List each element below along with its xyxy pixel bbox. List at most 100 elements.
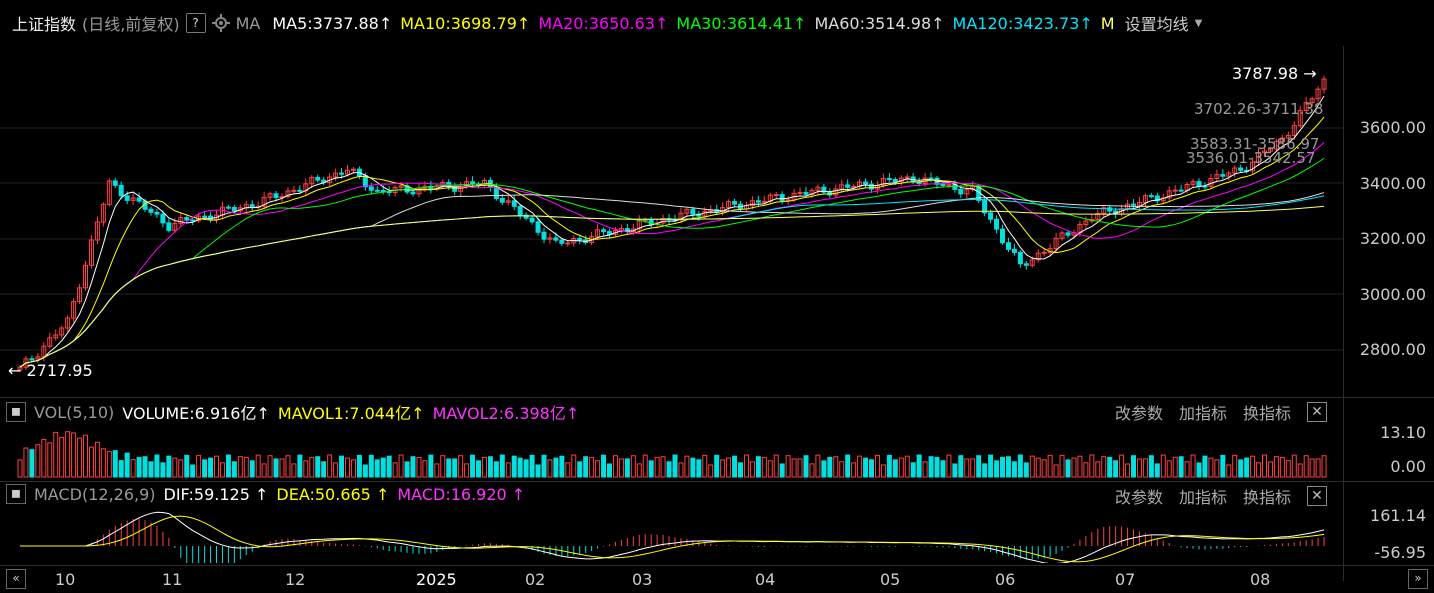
ma-settings-button[interactable]: 设置均线 — [1124, 15, 1189, 34]
help-icon[interactable]: ? — [185, 13, 206, 33]
candle — [470, 181, 476, 185]
volume-bar — [749, 461, 755, 478]
candle — [690, 208, 696, 215]
volume-chart[interactable] — [0, 425, 1344, 480]
ma-value-4: MA60:3514.98↑ — [814, 13, 945, 33]
candle — [130, 197, 136, 201]
candle — [535, 221, 541, 233]
candle — [833, 188, 839, 196]
candle — [523, 214, 529, 219]
volume-bar — [559, 455, 565, 478]
index-name[interactable]: 上证指数 — [12, 15, 77, 34]
volume-bar — [636, 463, 642, 478]
candle — [982, 199, 988, 214]
volume-bar — [1023, 462, 1029, 478]
candle — [53, 334, 59, 339]
high-price-label: 3787.98 → — [1232, 64, 1317, 83]
ma-line — [19, 95, 1325, 368]
volume-bar — [1279, 456, 1285, 478]
scroll-right-button[interactable]: » — [1408, 569, 1428, 589]
volume-header: ◼ VOL(5,10) VOLUME:6.916亿↑ MAVOL1:7.044亿… — [6, 400, 579, 424]
chart-mode[interactable]: (日线,前复权) — [82, 15, 180, 34]
volume-bar — [666, 461, 672, 478]
candle — [511, 200, 517, 207]
add-indicator-button[interactable]: 加指标 — [1179, 404, 1228, 423]
candle — [1309, 98, 1315, 104]
change-params-button[interactable]: 改参数 — [1115, 404, 1164, 423]
switch-indicator-button[interactable]: 换指标 — [1243, 404, 1292, 423]
scroll-left-button[interactable]: « — [6, 569, 26, 589]
gear-icon[interactable] — [211, 14, 230, 32]
candle — [946, 183, 952, 187]
candle — [886, 178, 892, 181]
candle — [333, 172, 339, 178]
candle — [1101, 207, 1107, 215]
volume-bar — [458, 455, 464, 478]
candle — [368, 186, 374, 191]
volume-bar — [1309, 458, 1315, 478]
candle — [988, 212, 994, 220]
volume-bar — [392, 462, 398, 478]
volume-bar — [261, 463, 267, 478]
volume-bar — [714, 454, 720, 478]
volume-bar — [1077, 455, 1083, 478]
volume-bar — [476, 460, 481, 478]
volume-bar — [356, 454, 362, 478]
volume-bar — [219, 462, 225, 478]
volume-bar — [1071, 457, 1077, 478]
candle — [172, 222, 178, 231]
candle — [214, 214, 219, 220]
volume-bar — [184, 454, 190, 478]
candle — [112, 180, 118, 186]
volume-bar — [976, 455, 982, 478]
collapse-macd-button[interactable]: ◼ — [6, 484, 26, 504]
candle — [148, 208, 154, 213]
candle — [481, 179, 487, 186]
overlap-label-2: 3583.31-3586.97 — [1190, 135, 1320, 153]
macd-chart[interactable] — [0, 508, 1344, 563]
add-indicator-button[interactable]: 加指标 — [1179, 488, 1228, 507]
switch-indicator-button[interactable]: 换指标 — [1243, 488, 1292, 507]
volume-bar — [898, 457, 904, 478]
volume-bar — [589, 456, 595, 478]
candle — [1279, 137, 1285, 142]
volume-bar — [743, 454, 749, 478]
close-icon[interactable]: ✕ — [1307, 402, 1328, 422]
candle — [1148, 195, 1154, 198]
time-axis-label: 05 — [880, 570, 901, 589]
volume-bar — [291, 463, 297, 478]
volume-bar — [511, 455, 517, 478]
volume-bar — [1220, 454, 1226, 478]
volume-bar — [726, 457, 732, 478]
volume-actions: 改参数 加指标 换指标 ✕ — [1115, 400, 1328, 424]
collapse-volume-button[interactable]: ◼ — [6, 402, 26, 422]
candlestick-chart[interactable] — [0, 46, 1344, 396]
ma-value-3: MA30:3614.41↑ — [676, 13, 807, 33]
volume-bar — [1208, 457, 1214, 478]
volume-bar — [368, 454, 374, 478]
change-params-button[interactable]: 改参数 — [1115, 488, 1164, 507]
candle — [1172, 189, 1178, 192]
time-axis-label: 04 — [755, 570, 776, 589]
volume-bar — [1089, 454, 1095, 478]
volume-bar — [315, 456, 321, 478]
volume-bar — [642, 454, 648, 478]
candle — [118, 184, 124, 197]
volume-bar — [77, 437, 83, 478]
volume-bar — [922, 461, 928, 478]
volume-bar — [65, 431, 71, 478]
candle — [815, 186, 821, 191]
candle — [261, 196, 267, 207]
candle — [755, 200, 761, 203]
dea-value: DEA:50.665 ↑ — [276, 484, 390, 504]
candle — [83, 264, 88, 289]
volume-bar — [106, 451, 112, 478]
candle — [529, 217, 535, 223]
candle — [350, 168, 356, 171]
volume-bar — [1262, 454, 1267, 478]
chevron-down-icon[interactable]: ▼ — [1194, 17, 1203, 29]
close-icon[interactable]: ✕ — [1307, 486, 1328, 506]
volume-bar — [148, 461, 154, 478]
volume-bar — [29, 449, 35, 478]
candle — [1285, 134, 1291, 139]
